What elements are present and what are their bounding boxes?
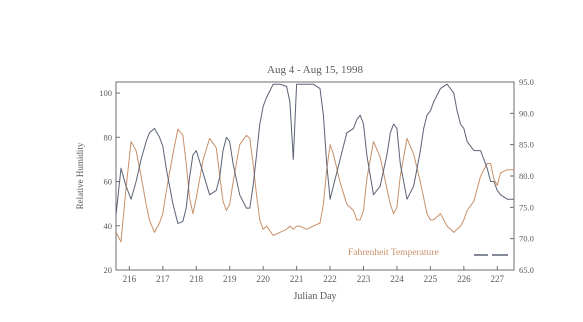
y-left-tick-label: 80	[104, 132, 113, 142]
x-tick-label: 217	[156, 274, 170, 284]
x-tick-label: 222	[323, 274, 337, 284]
y-right-tick-label: 70.0	[519, 234, 534, 244]
y-left-tick-label: 100	[99, 88, 112, 98]
series-line-humidity	[115, 83, 514, 225]
plot-frame	[115, 81, 515, 271]
x-tick-label: 224	[390, 274, 404, 284]
y-left-tick-label: 20	[104, 265, 113, 275]
x-tick-label: 219	[223, 274, 237, 284]
x-axis-label: Julian Day	[293, 291, 336, 302]
x-tick-label: 221	[290, 274, 304, 284]
x-tick-label: 223	[357, 274, 371, 284]
y-right-tick-label: 90.0	[519, 108, 534, 118]
x-tick-label: 220	[256, 274, 270, 284]
y-right-tick-label: 85.0	[519, 140, 534, 150]
y-right-tick-label: 80.0	[519, 171, 534, 181]
y-right-tick-label: 75.0	[519, 202, 534, 212]
chart-title: Aug 4 - Aug 15, 1998	[267, 64, 363, 76]
y-axis-label-left: Relative Humidity	[75, 142, 85, 209]
y-right-tick-label: 65.0	[519, 265, 534, 275]
y-left-tick-label: 60	[104, 177, 113, 187]
y-axis-right: 65.0 70.0 75.0 80.0 85.0 90.0 95.0	[510, 77, 534, 275]
series-line-temperature	[115, 128, 514, 243]
x-tick-label: 216	[123, 274, 137, 284]
series-layer	[115, 83, 514, 243]
x-tick-label: 226	[457, 274, 471, 284]
y-right-tick-label: 95.0	[519, 77, 534, 87]
x-tick-label: 227	[491, 274, 505, 284]
y-axis-left: 20 40 60 80 100	[99, 88, 120, 275]
legend-label-temperature: Fahrenheit Temperature	[348, 248, 439, 258]
x-axis: 216 217 218 219 220 221 222 223 224 225 226 227	[123, 266, 505, 284]
x-tick-label: 225	[424, 274, 438, 284]
x-tick-label: 218	[190, 274, 204, 284]
y-left-tick-label: 40	[104, 221, 113, 231]
